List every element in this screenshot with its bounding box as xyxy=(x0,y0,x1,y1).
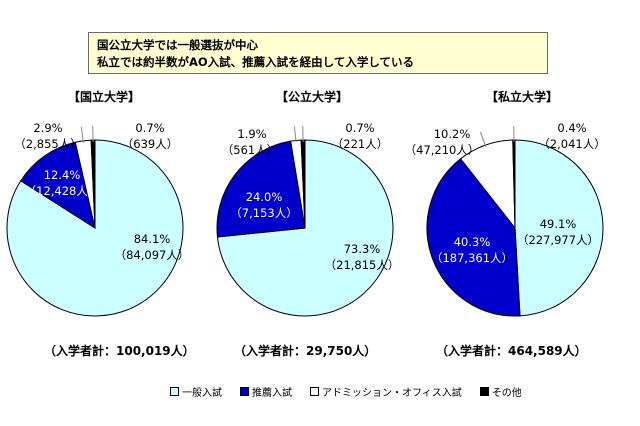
data-label-pct-national-recommendation: 12.4% xyxy=(44,168,81,182)
legend-item-recommendation: 推薦入試 xyxy=(240,384,292,399)
legend-swatch-other xyxy=(479,387,489,396)
chart-title-national: 【国立大学】 xyxy=(68,90,141,104)
data-label-count-public-ao: （561人） xyxy=(222,143,278,157)
data-label-count-national-general: （84,097人） xyxy=(115,248,190,262)
chart-title-public: 【公立大学】 xyxy=(276,90,349,104)
data-label-pct-national-general: 84.1% xyxy=(134,232,171,246)
legend-swatch-recommendation xyxy=(240,387,249,396)
data-label-count-national-ao: （2,855人） xyxy=(14,137,81,151)
pie-slice-public-recommendation xyxy=(216,140,306,238)
leader-line-private-ao xyxy=(479,131,487,148)
summary-line-2: 私立では約半数がAO入試、推薦入試を経由して入学している xyxy=(97,55,414,69)
legend: 一般入試 推薦入試 アドミッション・オフィス入試 その他 xyxy=(170,384,522,399)
data-label-count-public-general: （21,815人） xyxy=(325,258,400,272)
pie-slice-private-recommendation xyxy=(426,158,521,317)
data-label-pct-national-ao: 2.9% xyxy=(33,121,62,135)
data-label-pct-public-recommendation: 24.0% xyxy=(246,190,283,204)
legend-label-general: 一般入試 xyxy=(182,388,222,399)
data-label-pct-private-recommendation: 40.3% xyxy=(454,235,491,249)
data-label-count-private-recommendation: （187,361人） xyxy=(431,251,513,265)
data-label-pct-private-ao: 10.2% xyxy=(434,127,471,141)
legend-label-ao: アドミッション・オフィス入試 xyxy=(322,388,462,399)
leader-line-public-ao xyxy=(293,126,297,143)
data-label-count-public-other: （221人） xyxy=(332,137,388,151)
data-label-pct-public-other: 0.7% xyxy=(345,121,374,135)
total-national: （入学者計：100,019人） xyxy=(44,344,195,358)
data-label-count-national-other: （639人） xyxy=(122,137,178,151)
pie-slice-national-recommendation xyxy=(20,141,96,230)
data-label-count-private-ao: （47,210人） xyxy=(405,143,480,157)
data-label-pct-public-general: 73.3% xyxy=(344,242,381,256)
data-label-pct-private-other: 0.4% xyxy=(557,121,586,135)
leader-line-national-ao xyxy=(80,126,84,143)
legend-label-other: その他 xyxy=(491,388,522,399)
summary-note: 国公立大学では一般選抜が中心 私立では約半数がAO入試、推薦入試を経由して入学し… xyxy=(88,32,548,74)
chart-title-private: 【私立大学】 xyxy=(486,90,559,104)
data-label-count-private-general: （227,977人） xyxy=(517,233,599,247)
legend-label-recommendation: 推薦入試 xyxy=(252,388,292,399)
data-label-count-private-other: （2,041人） xyxy=(538,137,605,151)
data-label-pct-private-general: 49.1% xyxy=(540,217,577,231)
pie-slice-private-general xyxy=(514,139,604,317)
total-private: （入学者計：464,589人） xyxy=(436,344,587,358)
data-label-count-national-recommendation: （12,428人） xyxy=(25,184,100,198)
legend-swatch-general xyxy=(170,387,179,396)
legend-item-general: 一般入試 xyxy=(170,384,222,399)
legend-swatch-ao xyxy=(310,387,319,396)
total-public: （入学者計：29,750人） xyxy=(234,344,377,358)
summary-line-1: 国公立大学では一般選抜が中心 xyxy=(97,38,258,52)
data-label-count-public-recommendation: （7,153人） xyxy=(230,206,297,220)
legend-item-other: その他 xyxy=(479,384,522,399)
data-label-pct-national-other: 0.7% xyxy=(135,121,164,135)
legend-item-ao: アドミッション・オフィス入試 xyxy=(310,384,462,399)
data-label-pct-public-ao: 1.9% xyxy=(237,127,266,141)
